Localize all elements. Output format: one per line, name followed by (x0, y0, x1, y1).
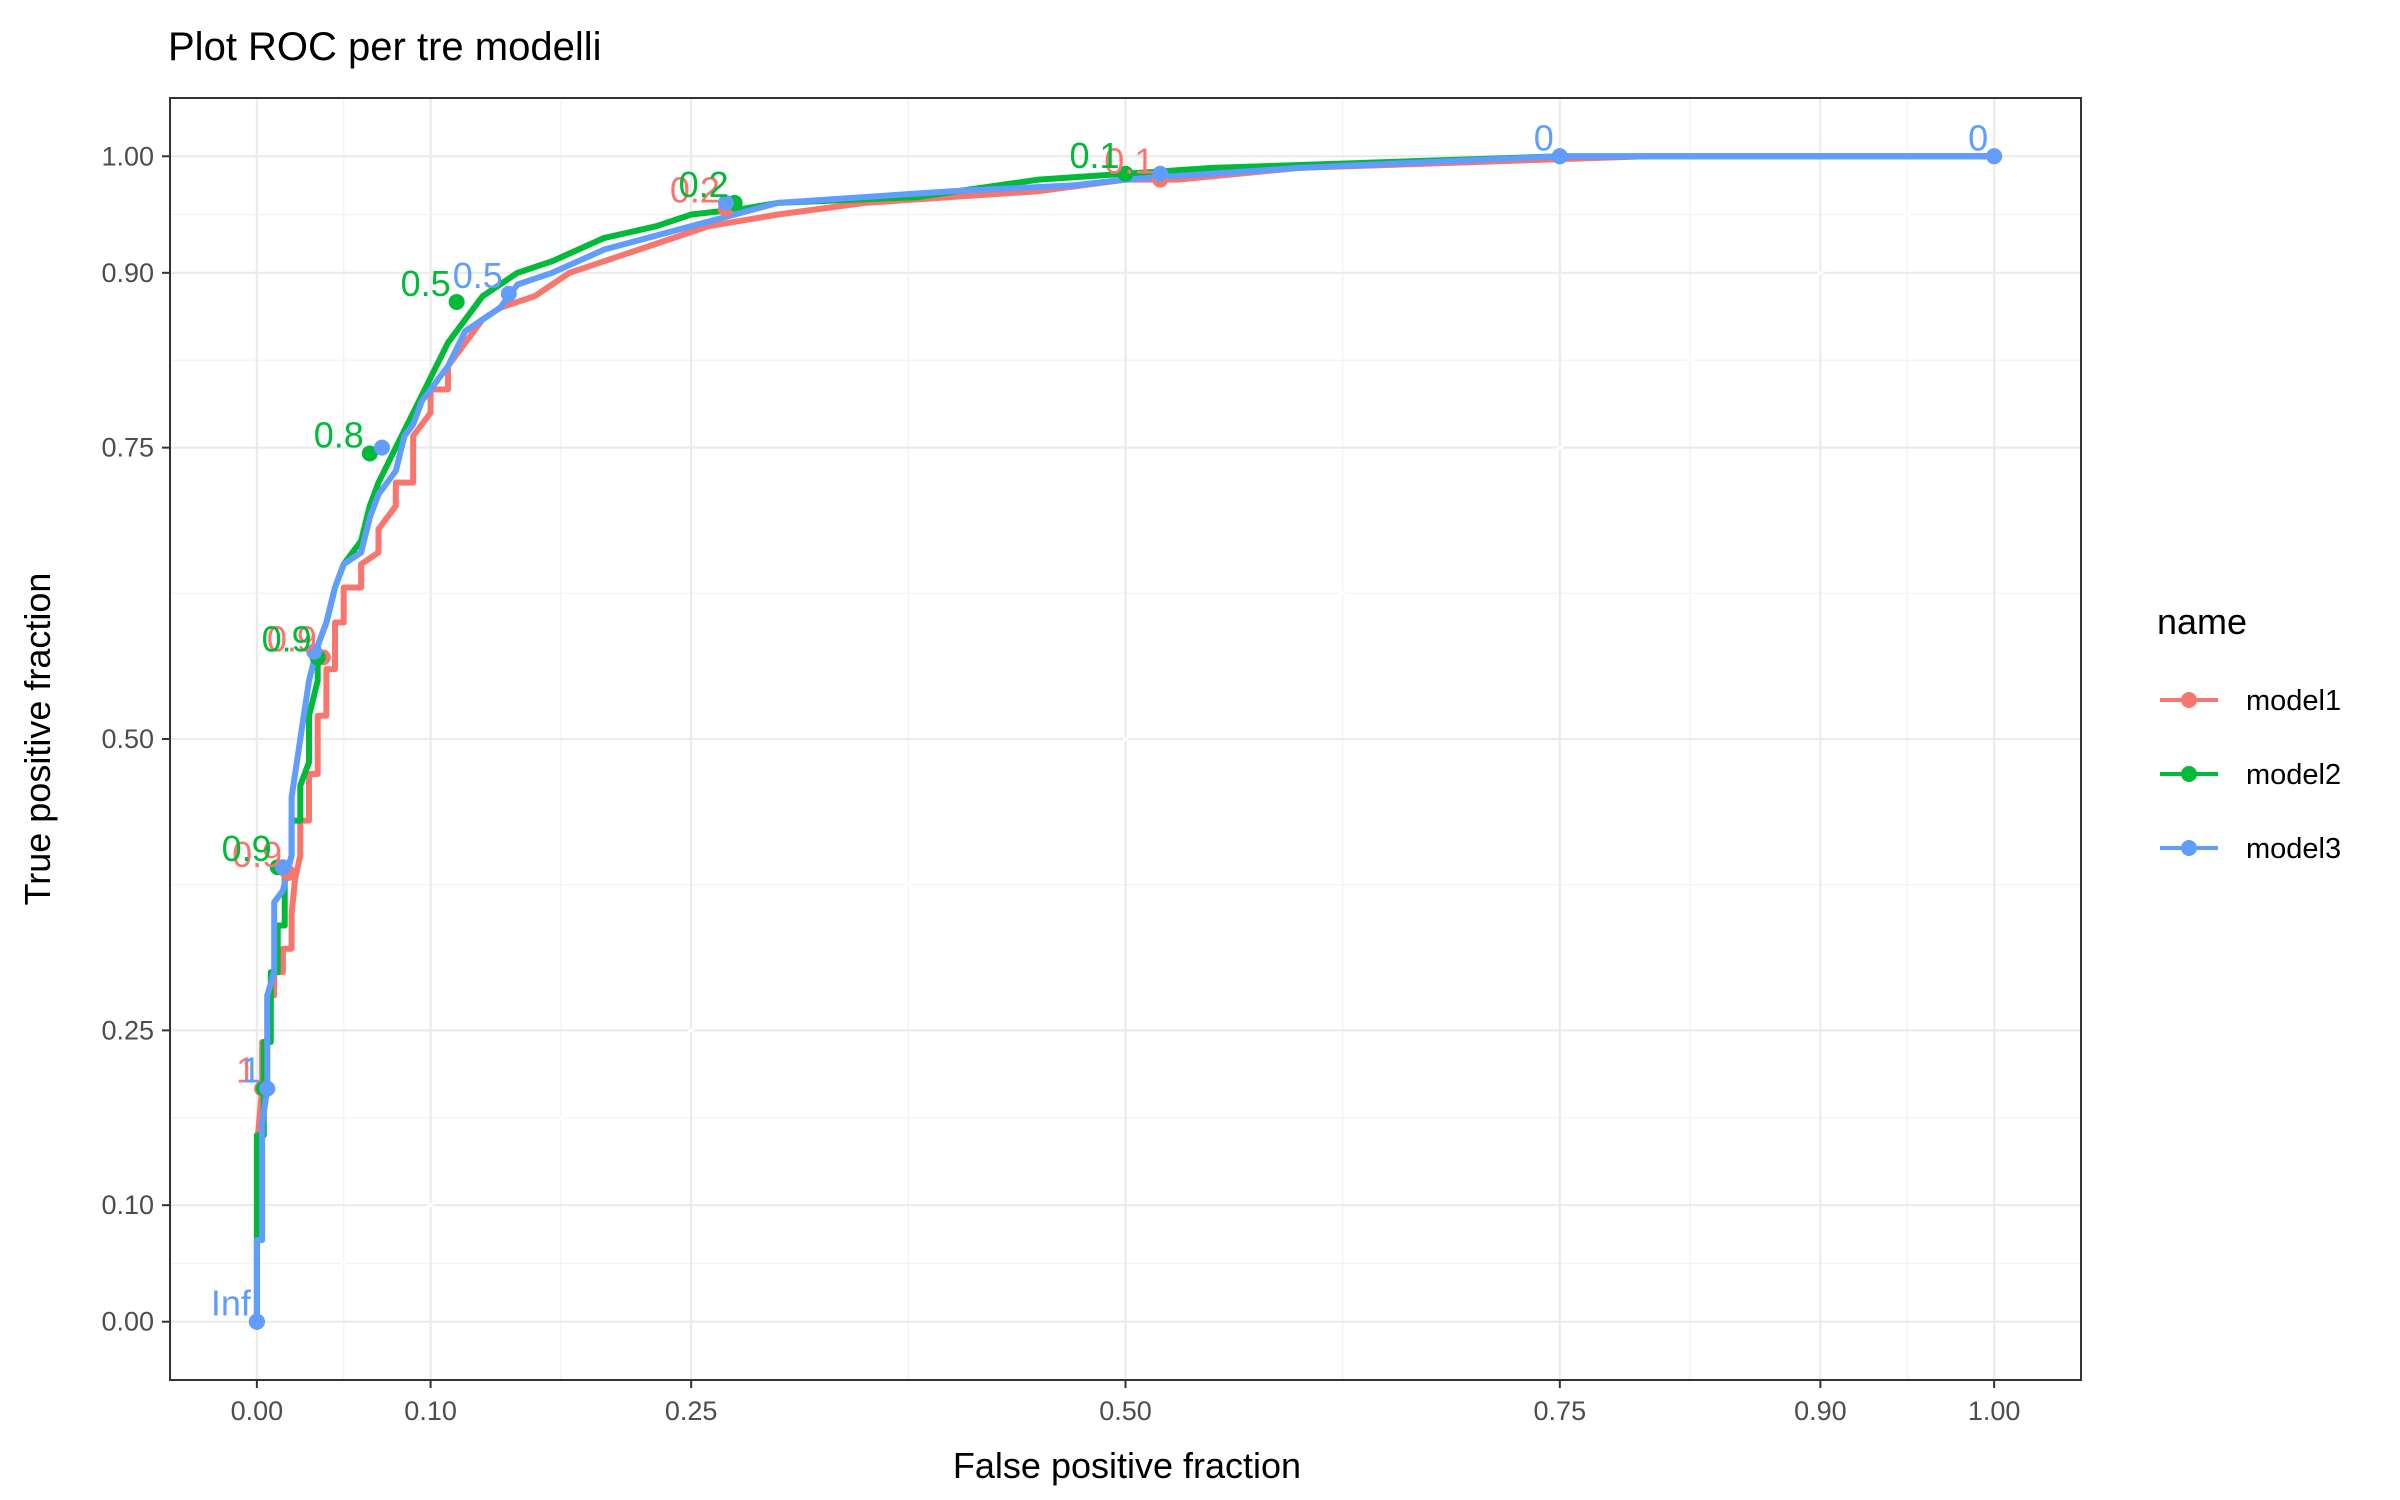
legend-key-point-model1 (2181, 692, 2197, 708)
x-tick-label: 0.25 (665, 1396, 718, 1426)
y-tick-label: 0.75 (101, 433, 154, 463)
y-axis-ticks: 0.00 0.10 0.25 0.50 0.75 0.90 1.00 (101, 141, 170, 1337)
y-tick-label: 0.10 (101, 1190, 154, 1220)
cutoff-label-model3: 1 (241, 1050, 261, 1091)
series-lines (253, 153, 1995, 1322)
cutoff-point-model3 (717, 194, 734, 211)
cutoff-points (248, 148, 2003, 1330)
cutoff-point-model3 (259, 1080, 276, 1097)
grid (170, 98, 2081, 1380)
cutoff-label-model3: 0 (1968, 117, 1988, 158)
cutoff-label-model1: 0.1 (1104, 141, 1154, 182)
cutoff-point-model3 (1986, 148, 2003, 165)
series-line-model1 (253, 153, 1995, 1322)
reference-diagonal (256, 155, 1995, 1323)
y-tick-label: 0.90 (101, 258, 154, 288)
x-axis-title: False positive fraction (953, 1445, 1301, 1486)
series-line-model3 (253, 153, 1995, 1322)
cutoff-label-model2: 0.9 (262, 618, 312, 659)
cutoff-label-model1: 0.9 (232, 834, 282, 875)
cutoff-label-model1: 0.9 (267, 618, 317, 659)
cutoff-label-model1: 1 (236, 1050, 256, 1091)
y-tick-label: 0.50 (101, 724, 154, 754)
legend-title: name (2157, 601, 2247, 642)
cutoff-point-model3 (248, 1313, 265, 1330)
legend-key-point-model3 (2181, 840, 2197, 856)
chart-title: Plot ROC per tre modelli (168, 25, 601, 69)
cutoff-point-model2 (361, 445, 378, 462)
cutoff-point-model2 (1117, 165, 1134, 182)
cutoff-label-model2: 0.9 (222, 828, 272, 869)
cutoff-point-model3 (373, 439, 390, 456)
y-axis-title: True positive fraction (17, 573, 58, 906)
cutoff-label-model3: 0.5 (453, 255, 503, 296)
x-tick-label: 0.10 (404, 1396, 457, 1426)
x-tick-label: 0.90 (1794, 1396, 1847, 1426)
y-tick-label: 0.25 (101, 1015, 154, 1045)
cutoff-label-model2: 0.2 (679, 164, 729, 205)
x-tick-label: 0.75 (1534, 1396, 1587, 1426)
cutoff-label-model1: 0.2 (670, 170, 720, 211)
cutoff-point-model3 (500, 285, 517, 302)
cutoff-point-model3 (1152, 165, 1169, 182)
y-tick-label: 0.00 (101, 1307, 154, 1337)
cutoff-label-model2: 0.8 (314, 414, 364, 455)
legend: name model1 model2 model3 (2157, 601, 2341, 865)
legend-label-model1: model1 (2246, 685, 2341, 717)
cutoff-point-model2 (448, 293, 465, 310)
reference-line (256, 155, 1995, 1323)
cutoff-label-model3: Inf (211, 1283, 252, 1324)
x-axis-ticks: 0.00 0.10 0.25 0.50 0.75 0.90 1.00 (231, 1380, 2021, 1426)
x-tick-label: 1.00 (1968, 1396, 2021, 1426)
legend-label-model2: model2 (2246, 759, 2341, 791)
cutoff-label-model3: 0 (1534, 117, 1554, 158)
cutoff-point-model3 (274, 859, 291, 876)
legend-key-point-model2 (2181, 766, 2197, 782)
x-tick-label: 0.00 (231, 1396, 284, 1426)
cutoff-point-model3 (1551, 148, 1568, 165)
cutoff-label-model2: 0.5 (401, 263, 451, 304)
cutoff-point-model3 (306, 643, 323, 660)
cutoff-label-model2: 0.1 (1069, 135, 1119, 176)
y-tick-label: 1.00 (101, 141, 154, 171)
legend-label-model3: model3 (2246, 833, 2341, 865)
x-tick-label: 0.50 (1099, 1396, 1152, 1426)
